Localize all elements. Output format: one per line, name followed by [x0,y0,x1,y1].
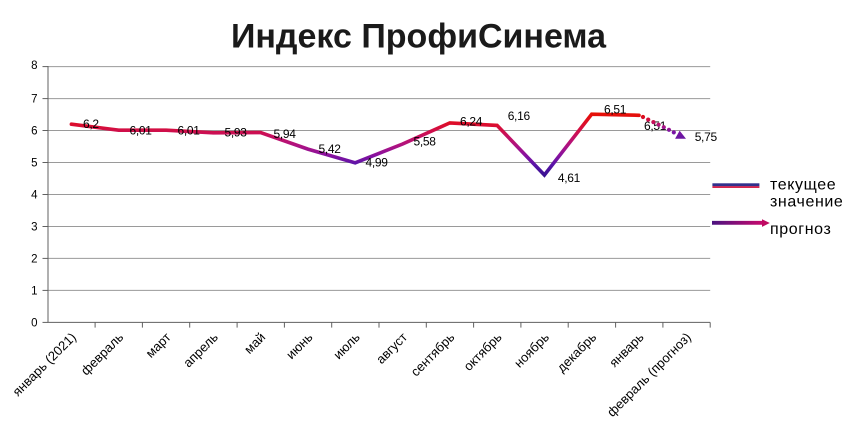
svg-text:Индекс ПрофиСинема: Индекс ПрофиСинема [231,18,607,56]
svg-text:5,75: 5,75 [695,130,718,144]
svg-text:5,58: 5,58 [414,134,437,148]
svg-text:0: 0 [31,317,37,329]
svg-text:6,16: 6,16 [508,109,531,123]
svg-text:6,51: 6,51 [604,102,627,116]
svg-text:6: 6 [31,126,37,138]
svg-text:6,51: 6,51 [644,119,667,133]
svg-text:значение: значение [770,193,843,210]
svg-text:6,01: 6,01 [130,123,153,137]
svg-text:3: 3 [31,222,37,234]
svg-text:7: 7 [31,94,37,106]
svg-text:6,24: 6,24 [460,115,483,129]
svg-text:5,93: 5,93 [225,126,248,140]
svg-text:5,94: 5,94 [274,127,297,141]
svg-text:5: 5 [31,158,37,170]
svg-text:текущее: текущее [770,177,836,194]
svg-text:6,01: 6,01 [178,123,201,137]
svg-text:4: 4 [31,190,38,202]
svg-text:2: 2 [31,253,37,265]
svg-text:4,99: 4,99 [366,155,389,169]
svg-text:4,61: 4,61 [558,171,581,185]
svg-text:прогноз: прогноз [770,221,831,238]
svg-text:1: 1 [31,285,37,297]
svg-text:8: 8 [31,60,37,72]
svg-text:6,2: 6,2 [83,117,99,131]
svg-text:5,42: 5,42 [319,142,342,156]
